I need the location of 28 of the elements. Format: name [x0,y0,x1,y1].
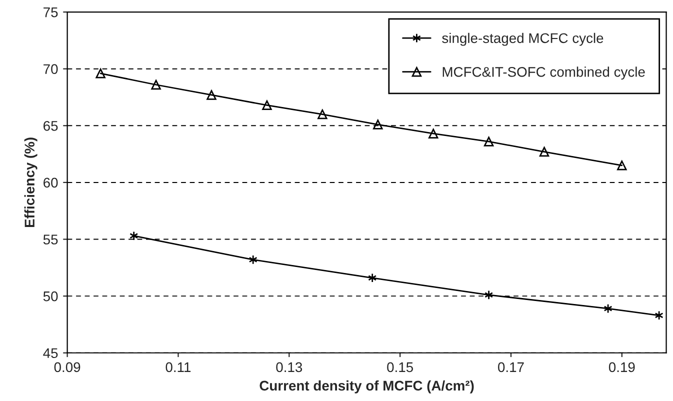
y-tick-label: 55 [43,234,58,244]
legend-label: MCFC&IT-SOFC combined cycle [442,66,645,80]
point [96,68,106,78]
y-tick-label: 45 [43,348,58,358]
point [373,120,383,130]
point [151,80,161,90]
y-tick-label: 75 [44,8,58,18]
x-axis-title: Current density of MCFC (A/cm²) [260,380,474,394]
point [539,146,550,157]
point [484,136,494,146]
y-tick-label: 60 [44,178,58,188]
x-tick-label: 0.13 [276,362,302,372]
y-tick-label: 50 [43,291,58,302]
x-tick-label: 0.17 [498,362,524,372]
x-tick-label: 0.15 [387,362,413,372]
y-axis-title: Efficiency (%) [24,138,38,228]
y-tick-label: 70 [44,64,58,74]
legend-label: single-staged MCFC cycle [442,32,604,46]
point [206,90,216,100]
point [248,254,258,265]
point [318,109,328,120]
x-tick-label: 0.19 [608,362,635,372]
point [617,160,627,170]
point [428,128,438,138]
point [262,100,272,110]
x-tick-label: 0.11 [166,362,191,372]
y-tick-label: 65 [44,120,58,131]
x-tick-label: 0.09 [54,362,80,372]
